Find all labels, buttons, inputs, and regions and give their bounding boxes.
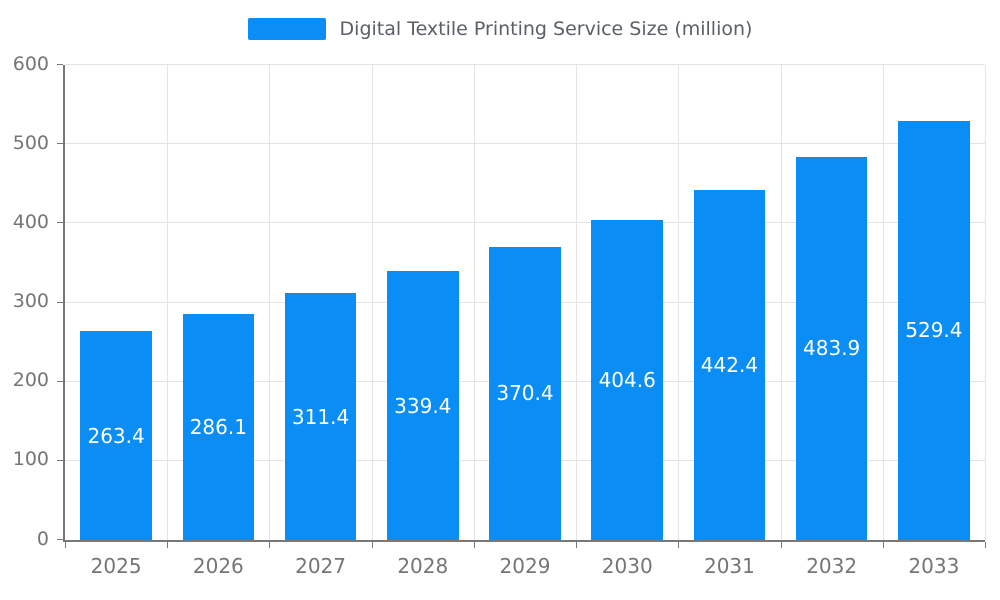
y-axis-label: 0 <box>36 527 49 550</box>
bar: 286.1 <box>182 313 255 540</box>
legend: Digital Textile Printing Service Size (m… <box>0 18 1000 40</box>
y-axis-tick <box>57 539 63 540</box>
bar: 404.6 <box>591 219 663 540</box>
x-axis-label: 2029 <box>499 554 551 578</box>
h-gridline <box>65 222 985 224</box>
x-axis-label: 2028 <box>397 554 449 578</box>
x-axis-tick <box>780 542 782 548</box>
bar-value-label: 529.4 <box>905 318 963 343</box>
v-gridline <box>882 65 884 540</box>
x-axis-tick <box>576 542 578 548</box>
y-axis-label: 400 <box>12 210 49 233</box>
y-axis-label: 100 <box>12 448 49 471</box>
bar-value-label: 442.4 <box>700 352 759 377</box>
x-axis-line <box>63 540 985 542</box>
v-gridline <box>780 65 782 540</box>
v-gridline <box>576 65 578 540</box>
plot-area: 0 100 200 300 400 500 600 263.4 2025 286.1 2026 311… <box>13 53 986 578</box>
y-axis-tick <box>57 64 63 65</box>
x-axis-tick <box>882 542 884 548</box>
h-gridline <box>65 143 985 145</box>
bar-value-label: 483.9 <box>803 336 861 361</box>
bar: 529.4 <box>898 120 970 540</box>
v-gridline <box>678 65 680 540</box>
x-axis-tick <box>371 542 373 548</box>
bar-value-label: 286.1 <box>189 414 247 439</box>
y-axis-line <box>63 65 65 540</box>
x-axis-label: 2025 <box>90 554 142 578</box>
bar: 483.9 <box>795 156 868 540</box>
x-axis-label: 2033 <box>908 554 960 578</box>
x-axis-tick <box>65 542 66 548</box>
x-axis-tick <box>678 542 680 548</box>
bar: 339.4 <box>387 271 459 540</box>
x-axis-label: 2026 <box>192 554 244 578</box>
y-axis-tick <box>57 222 63 224</box>
y-axis-label: 500 <box>12 131 49 154</box>
v-gridline <box>269 65 271 540</box>
y-axis-tick <box>57 380 63 382</box>
x-axis-tick <box>473 542 475 548</box>
y-axis-label: 600 <box>12 52 49 75</box>
y-axis-label: 200 <box>12 369 49 392</box>
y-axis-label: 300 <box>12 290 49 312</box>
x-axis-tick <box>269 542 271 548</box>
v-gridline <box>473 65 475 540</box>
x-axis-tick <box>985 542 986 548</box>
bar: 370.4 <box>489 246 561 540</box>
y-axis-tick <box>57 143 63 145</box>
bar: 442.4 <box>693 189 766 540</box>
v-gridline <box>985 65 986 540</box>
x-axis-label: 2031 <box>703 554 755 578</box>
bar-value-label: 339.4 <box>394 393 452 418</box>
bar: 311.4 <box>284 293 357 540</box>
x-axis-label: 2032 <box>806 554 858 578</box>
bar-value-label: 263.4 <box>87 423 145 448</box>
y-axis-tick <box>57 459 63 461</box>
chart-title: Digital Textile Printing Service Size (m… <box>339 18 753 40</box>
bar-value-label: 311.4 <box>291 404 350 429</box>
bar-value-label: 370.4 <box>496 381 554 406</box>
y-axis-tick <box>57 301 63 303</box>
bar-value-label: 404.6 <box>598 367 656 392</box>
v-gridline <box>167 65 169 540</box>
h-gridline <box>65 64 985 65</box>
x-axis-tick <box>167 542 169 548</box>
bar: 263.4 <box>80 331 152 540</box>
legend-swatch <box>247 18 326 40</box>
x-axis-label: 2030 <box>601 554 653 578</box>
v-gridline <box>371 65 373 540</box>
x-axis-label: 2027 <box>295 554 346 578</box>
